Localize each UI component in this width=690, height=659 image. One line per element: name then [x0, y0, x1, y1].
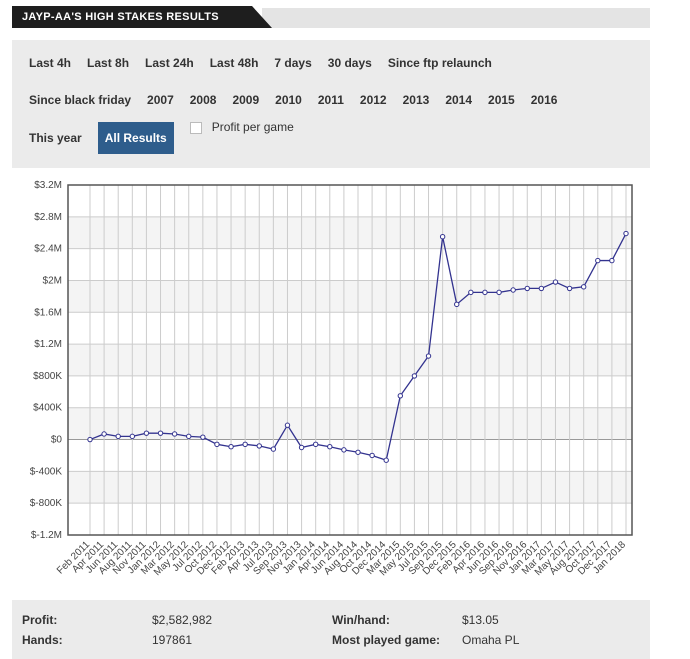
y-tick-label: $-1.2M: [31, 530, 62, 541]
filter-panel: Last 4h Last 8h Last 24h Last 48h 7 days 30 d…: [12, 40, 650, 168]
point: [454, 301, 460, 308]
point: [101, 431, 107, 437]
y-tick-label: $400K: [33, 403, 62, 414]
header: JAYP-AA'S HIGH STAKES RESULTS: [12, 6, 650, 28]
point: [327, 444, 333, 450]
point: [242, 441, 248, 448]
point: [439, 234, 446, 240]
point: [411, 373, 418, 379]
filter-button[interactable]: All Results: [97, 122, 174, 154]
filter-button[interactable]: 2016: [530, 93, 558, 107]
point: [186, 433, 192, 440]
point: [425, 353, 432, 359]
checkbox-label[interactable]: Profit per game: [211, 120, 294, 134]
stat-value: $2,582,982: [152, 613, 213, 627]
filter-button[interactable]: 2008: [189, 93, 217, 107]
point: [482, 289, 488, 296]
filter-button[interactable]: 2011: [317, 93, 344, 107]
point: [157, 430, 164, 436]
point: [468, 289, 474, 296]
point: [383, 457, 389, 463]
point: [369, 452, 375, 459]
point: [341, 447, 347, 453]
stat-label: Profit:: [22, 613, 58, 627]
filter-button[interactable]: 2007: [147, 93, 174, 107]
plot-border: [67, 184, 633, 536]
y-tick-label: $2.4M: [34, 244, 62, 255]
point: [397, 393, 404, 399]
filter-button[interactable]: This year: [29, 131, 82, 145]
point: [171, 431, 178, 437]
filter-button[interactable]: 2014: [445, 93, 473, 107]
filter-button[interactable]: Last 48h: [209, 56, 259, 70]
point: [623, 230, 629, 237]
point: [270, 446, 277, 452]
y-tick-label: $-800K: [30, 498, 63, 509]
chart-area: $-1.2M $-800K $-400K $0 $400K $800K $1.2M $1.6M…: [12, 168, 650, 600]
y-tick-label: $-400K: [30, 466, 63, 477]
point: [143, 430, 150, 436]
filter-button[interactable]: Last 8h: [87, 56, 130, 70]
filter-button[interactable]: Last 24h: [145, 56, 194, 70]
point: [510, 287, 516, 293]
filter-button[interactable]: 2015: [488, 93, 515, 107]
point: [609, 257, 615, 264]
point: [256, 443, 262, 449]
point: [496, 289, 502, 296]
stat-value: 197861: [152, 633, 193, 647]
grid-band: [68, 280, 632, 313]
filter-button[interactable]: Since black friday: [29, 93, 132, 107]
point: [538, 285, 545, 292]
point: [214, 441, 220, 448]
y-tick-label: $2M: [43, 275, 62, 286]
filter-row: Last 4h Last 8h Last 24h Last 48h 7 days 30 d…: [29, 56, 508, 70]
header-title: JAYP-AA'S HIGH STAKES RESULTS: [12, 6, 272, 28]
stat-value: Omaha PL: [462, 633, 520, 647]
grid-band: [68, 407, 632, 440]
stats-panel: Profit: $2,582,982 Hands: 197861 Win/han…: [12, 600, 650, 659]
grid-band: [68, 471, 632, 504]
filter-button[interactable]: 2009: [232, 93, 260, 107]
filter-button[interactable]: 7 days: [274, 56, 312, 70]
point: [200, 434, 206, 440]
filter-button[interactable]: 30 days: [327, 56, 372, 70]
point: [595, 257, 601, 264]
point: [115, 433, 121, 440]
grid-band: [68, 344, 632, 376]
point: [87, 436, 93, 443]
point: [524, 285, 530, 292]
y-tick-label: $1.6M: [34, 307, 62, 318]
y-tick-label: $800K: [33, 371, 62, 382]
point: [129, 433, 136, 440]
filter-button[interactable]: Since ftp relaunch: [387, 56, 492, 70]
filter-button[interactable]: 2010: [275, 93, 302, 107]
stat-label: Hands:: [22, 633, 63, 647]
point: [228, 444, 234, 450]
point: [298, 444, 305, 451]
point: [580, 284, 587, 290]
filter-row: Since black friday 2007 2008 2009 2010 2011 20…: [29, 93, 573, 107]
point: [355, 449, 361, 455]
filter-row: This year All Results Profit per game: [29, 120, 310, 154]
checkbox[interactable]: [189, 122, 202, 134]
y-tick-label: $2.8M: [34, 212, 62, 223]
filter-button[interactable]: 2013: [402, 93, 430, 107]
filter-button[interactable]: Last 4h: [29, 56, 72, 70]
point: [552, 279, 559, 285]
y-tick-label: $3.2M: [34, 180, 62, 191]
stat-label: Win/hand:: [332, 613, 390, 627]
point: [566, 285, 573, 292]
grid-band: [68, 216, 632, 249]
stat-label: Most played game:: [332, 633, 441, 647]
header-stripe: [262, 8, 650, 28]
stat-value: $13.05: [462, 613, 499, 627]
y-tick-label: $1.2M: [34, 339, 62, 350]
chart: $-1.2M $-800K $-400K $0 $400K $800K $1.2M $1.6M…: [30, 180, 633, 578]
point: [284, 422, 291, 428]
y-tick-label: $0: [51, 435, 63, 446]
point: [312, 441, 319, 448]
filter-button[interactable]: 2012: [359, 93, 387, 107]
